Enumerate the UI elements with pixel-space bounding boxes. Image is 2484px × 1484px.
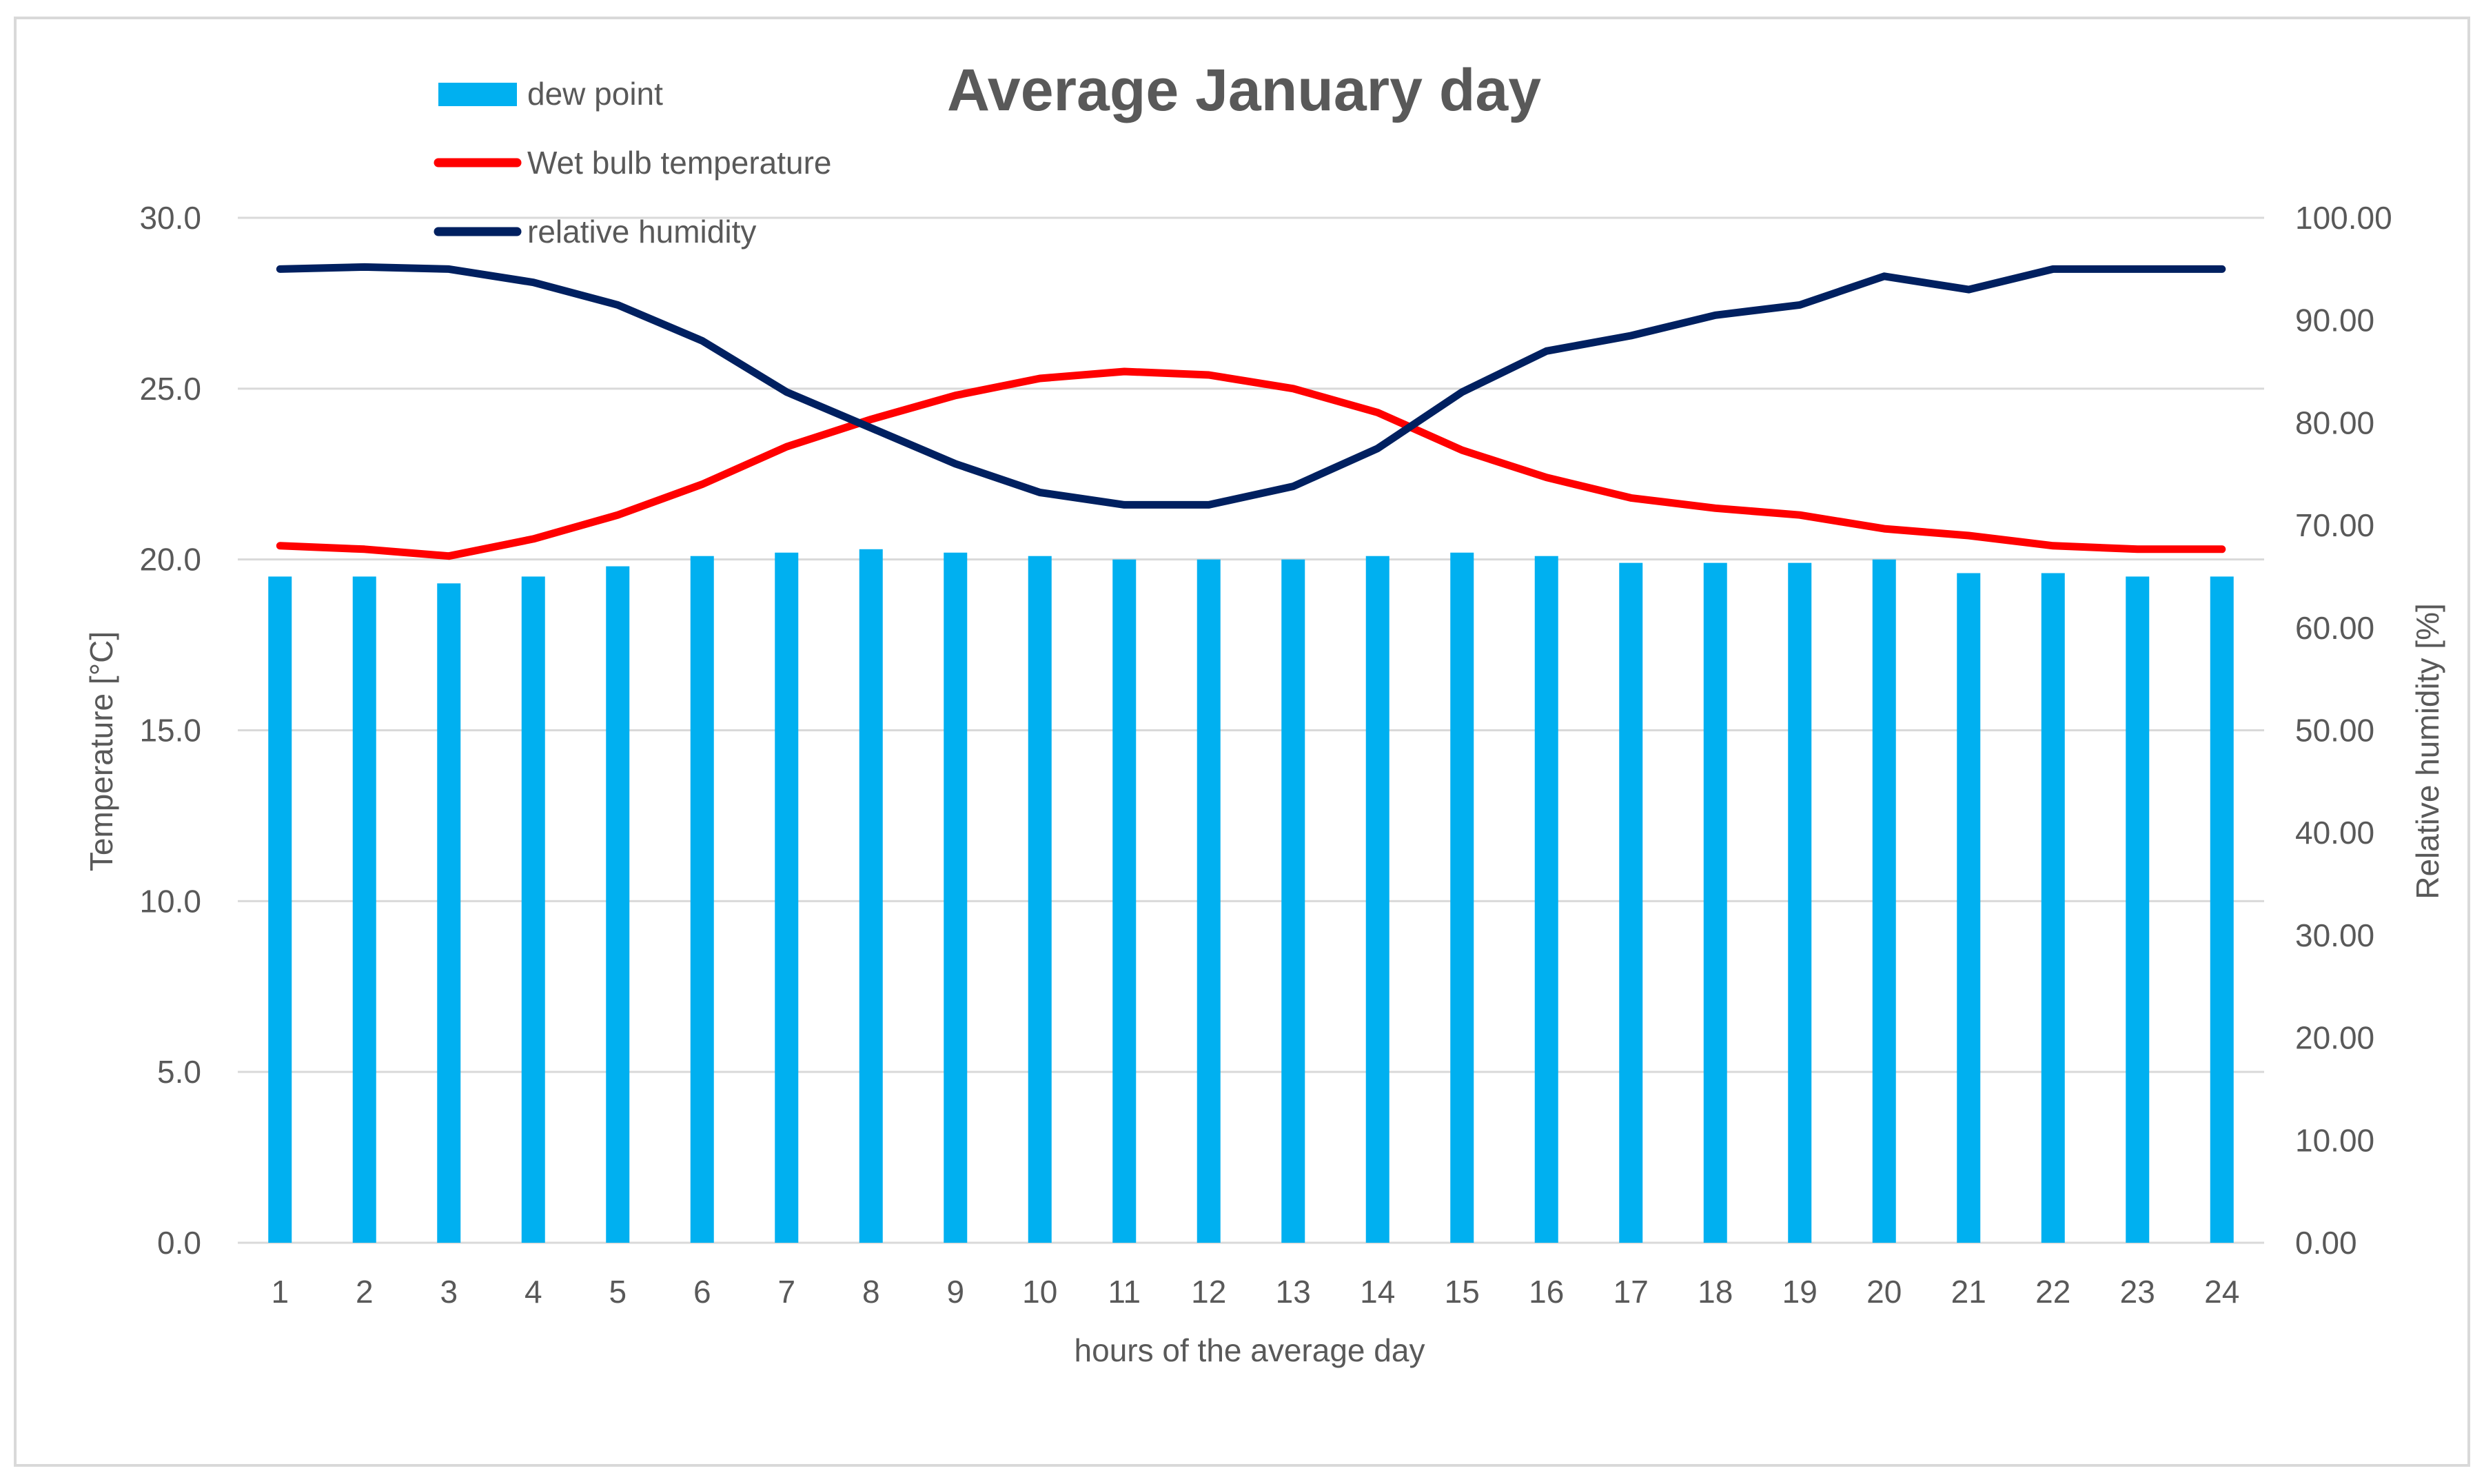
x-tick-label: 4 [525,1274,542,1310]
x-tick-label: 8 [862,1274,880,1310]
legend: dew point Wet bulb temperature relative … [434,76,832,250]
legend-swatch-dew-point [438,83,517,106]
right-tick-label: 30.00 [2295,917,2374,953]
x-tick-label: 5 [609,1274,627,1310]
x-tick-label: 15 [1445,1274,1480,1310]
x-tick-label: 2 [356,1274,374,1310]
bar-dew-point [1281,559,1305,1243]
x-tick-label: 12 [1191,1274,1226,1310]
legend-label-wet-bulb: Wet bulb temperature [527,145,832,181]
bar-dew-point [2041,573,2065,1243]
right-tick-label: 50.00 [2295,713,2374,749]
bar-dew-point [606,566,630,1243]
left-axis-ticks: 0.0 5.0 10.0 15.0 20.0 25.0 30.0 [139,200,201,1261]
bar-dew-point [944,552,968,1243]
bar-dew-point [1872,559,1896,1243]
bar-dew-point [859,549,883,1243]
left-tick-label: 20.0 [139,542,201,578]
bar-dew-point [268,576,292,1243]
x-tick-label: 19 [1782,1274,1818,1310]
bar-dew-point [1957,573,1981,1243]
bar-dew-point [2126,576,2150,1243]
left-tick-label: 5.0 [157,1054,201,1090]
bar-dew-point [521,576,545,1243]
x-tick-label: 17 [1613,1274,1649,1310]
x-tick-label: 21 [1951,1274,1986,1310]
legend-label-dew-point: dew point [527,76,663,112]
x-tick-label: 18 [1698,1274,1733,1310]
right-tick-label: 100.00 [2295,200,2392,236]
x-tick-label: 10 [1022,1274,1057,1310]
chart-title: Average January day [947,57,1541,123]
dew-point-bars [268,549,2234,1243]
right-tick-label: 40.00 [2295,815,2374,851]
left-tick-label: 15.0 [139,713,201,749]
x-tick-label: 11 [1108,1274,1141,1310]
x-tick-label: 23 [2120,1274,2155,1310]
legend-label-relative-humidity: relative humidity [527,214,756,250]
x-tick-label: 1 [271,1274,289,1310]
x-tick-label: 14 [1360,1274,1395,1310]
bar-dew-point [1534,556,1558,1243]
bar-dew-point [352,576,376,1243]
right-axis-title: Relative humidity [%] [2410,603,2445,899]
right-tick-label: 70.00 [2295,507,2374,543]
bar-dew-point [1028,556,1052,1243]
x-tick-label: 13 [1276,1274,1311,1310]
right-axis-ticks: 0.00 10.00 20.00 30.00 40.00 50.00 60.00 70.00 8… [2295,200,2392,1261]
bar-dew-point [1197,559,1221,1243]
x-axis-ticks: 1 2 3 4 5 6 7 8 9 10 11 12 13 14 15 16 17 18 19 20 21 22 23 24 [271,1274,2239,1310]
bar-dew-point [1619,562,1643,1243]
bar-dew-point [1788,562,1812,1243]
x-tick-label: 3 [440,1274,458,1310]
right-tick-label: 60.00 [2295,610,2374,646]
bar-dew-point [690,556,714,1243]
left-tick-label: 25.0 [139,371,201,407]
x-axis-title: hours of the average day [1075,1332,1425,1368]
line-relative-humidity [276,263,2226,509]
right-tick-label: 20.00 [2295,1020,2374,1056]
bar-dew-point [2210,576,2234,1243]
left-tick-label: 30.0 [139,200,201,236]
right-tick-label: 10.00 [2295,1122,2374,1158]
x-tick-label: 6 [693,1274,711,1310]
right-tick-label: 90.00 [2295,303,2374,338]
bar-dew-point [1703,562,1727,1243]
bar-dew-point [1450,552,1474,1243]
right-tick-label: 80.00 [2295,405,2374,440]
x-tick-label: 24 [2204,1274,2239,1310]
right-tick-label: 0.00 [2295,1225,2357,1261]
bar-dew-point [1365,556,1389,1243]
bar-dew-point [775,552,799,1243]
x-tick-label: 16 [1529,1274,1564,1310]
line-series [276,263,2226,560]
gridlines [238,216,2264,1244]
left-tick-label: 0.0 [157,1225,201,1261]
left-tick-label: 10.0 [139,883,201,919]
bar-dew-point [437,583,461,1243]
bar-dew-point [1112,559,1137,1243]
x-tick-label: 20 [1866,1274,1902,1310]
x-tick-label: 22 [2035,1274,2070,1310]
x-tick-label: 9 [946,1274,964,1310]
x-tick-label: 7 [777,1274,795,1310]
left-axis-title: Temperature [°C] [83,631,119,871]
line-wet-bulb-temperature [276,367,2226,560]
chart-frame [14,17,2470,1467]
